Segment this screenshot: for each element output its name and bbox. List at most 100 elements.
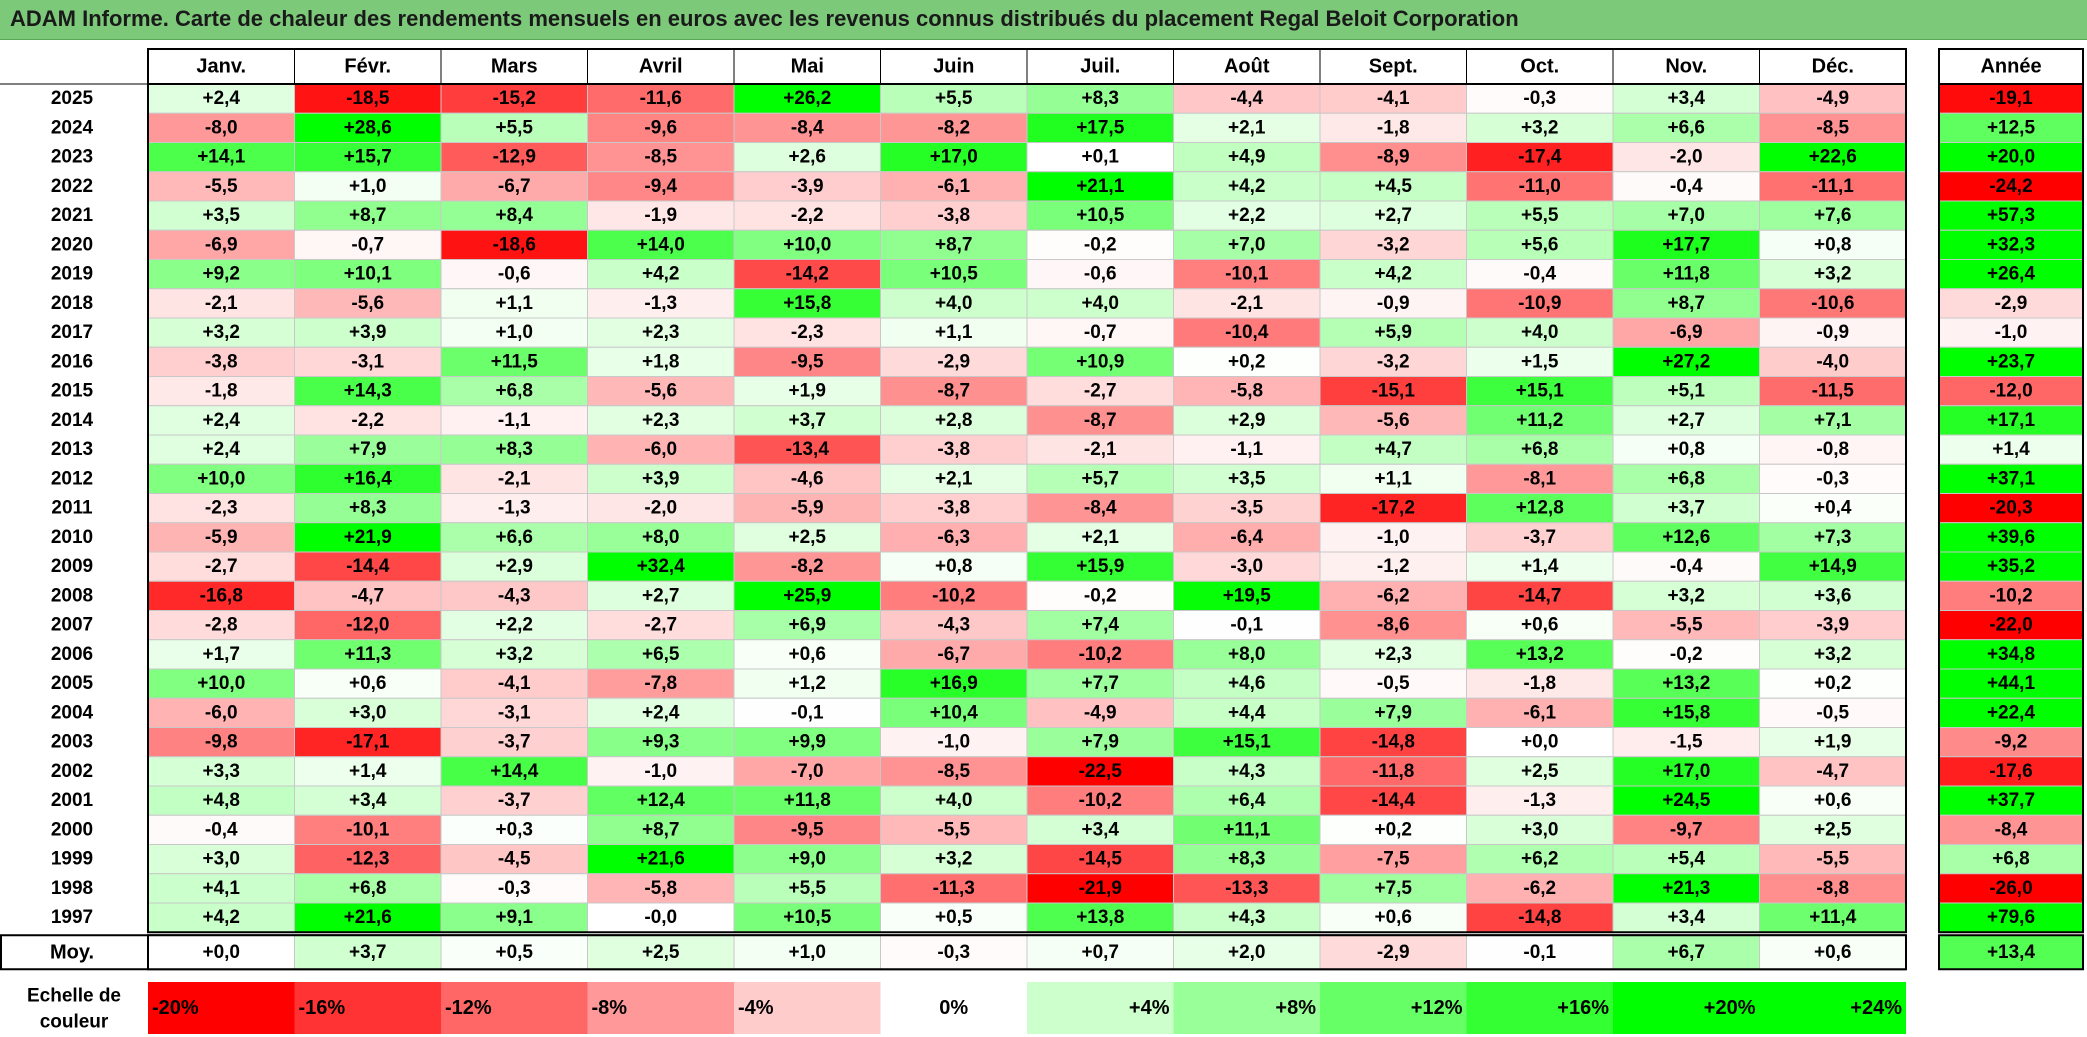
cell-value: -6,2	[1523, 878, 1556, 899]
cell-value: +8,7	[349, 205, 387, 226]
cell-value: +8,3	[495, 439, 533, 460]
heatmap-cell	[1466, 610, 1614, 641]
cell-value: -8,5	[937, 761, 970, 782]
average-value: +6,7	[1667, 942, 1705, 963]
heatmap-cell	[733, 493, 881, 524]
annual-value: +57,3	[1987, 205, 2035, 226]
cell-value: +0,0	[1521, 732, 1559, 753]
heatmap-cell	[147, 229, 295, 260]
cell-value: -0,2	[1670, 644, 1703, 665]
heatmap-cell	[1173, 580, 1321, 611]
heatmap-cell	[1612, 844, 1760, 875]
annual-cell	[1938, 229, 2084, 260]
heatmap-cell	[733, 902, 881, 933]
heatmap-cell	[1173, 346, 1321, 377]
cell-value: +6,8	[349, 878, 387, 899]
cell-value: -1,8	[205, 381, 238, 402]
month-header: Sept.	[1369, 56, 1418, 78]
heatmap-cell	[1319, 200, 1467, 231]
cell-value: +2,2	[1228, 205, 1266, 226]
cell-value: +7,0	[1667, 205, 1705, 226]
heatmap-cell	[1319, 785, 1467, 816]
cell-value: +0,8	[1814, 234, 1852, 255]
cell-value: +2,4	[642, 702, 680, 723]
heatmap-cell	[880, 434, 1028, 465]
heatmap-cell	[733, 873, 881, 904]
cell-value: +8,0	[1228, 644, 1266, 665]
scale-value: +24%	[1850, 997, 1902, 1019]
average-value: +3,7	[349, 942, 387, 963]
heatmap-cell	[147, 112, 295, 143]
annual-value: -10,2	[1989, 585, 2032, 606]
cell-value: +3,7	[1667, 498, 1705, 519]
heatmap-cell	[880, 727, 1028, 758]
cell-value: +2,2	[495, 615, 533, 636]
cell-value: -16,8	[200, 585, 243, 606]
cell-value: -11,0	[1519, 176, 1561, 197]
heatmap-cell	[1612, 902, 1760, 933]
cell-value: +10,1	[344, 264, 393, 285]
cell-value: +5,9	[1374, 322, 1412, 343]
average-value: +0,0	[202, 942, 240, 963]
heatmap-cell	[587, 171, 735, 202]
heatmap-cell	[587, 814, 735, 845]
heatmap-cell	[1612, 376, 1760, 407]
annual-value: -22,0	[1989, 615, 2032, 636]
heatmap-cell	[1612, 522, 1760, 553]
heatmap-cell	[294, 727, 442, 758]
annual-value: +23,7	[1987, 351, 2035, 372]
average-cell	[1173, 934, 1321, 970]
heatmap-cell	[147, 200, 295, 231]
cell-value: +7,6	[1814, 205, 1852, 226]
cell-value: +3,2	[1667, 585, 1705, 606]
cell-value: +2,5	[788, 527, 826, 548]
cell-value: -1,1	[1230, 439, 1263, 460]
cell-value: +4,3	[1228, 907, 1266, 928]
cell-value: -5,8	[1230, 381, 1263, 402]
heatmap-cell	[1319, 580, 1467, 611]
annual-value: +79,6	[1987, 907, 2035, 928]
month-header: Févr.	[344, 56, 391, 78]
cell-value: -3,8	[937, 439, 970, 460]
cell-value: +3,4	[1081, 819, 1119, 840]
cell-value: -0,4	[205, 819, 238, 840]
cell-value: +1,9	[788, 381, 826, 402]
cell-value: +12,8	[1516, 498, 1564, 519]
heatmap-cell	[440, 580, 588, 611]
cell-value: +5,1	[1667, 381, 1705, 402]
heatmap-cell	[1466, 902, 1614, 933]
cell-value: -17,1	[346, 732, 390, 753]
month-header: Janv.	[196, 56, 246, 78]
cell-value: +2,3	[1374, 644, 1412, 665]
average-cell	[294, 934, 442, 970]
cell-value: -2,7	[205, 556, 238, 577]
cell-value: +4,9	[1228, 147, 1266, 168]
scale-swatch	[1173, 982, 1320, 1034]
heatmap-cell	[587, 83, 735, 114]
year-label: 2013	[51, 439, 93, 460]
cell-value: -6,2	[1377, 585, 1410, 606]
cell-value: -12,3	[346, 849, 389, 870]
heatmap-cell	[1759, 668, 1907, 699]
heatmap-cell	[1173, 288, 1321, 319]
heatmap-cell	[1612, 610, 1760, 641]
cell-value: +0,8	[935, 556, 973, 577]
month-header: Avril	[639, 56, 683, 78]
heatmap-cell	[1173, 727, 1321, 758]
annual-value: -1,0	[1995, 322, 2028, 343]
cell-value: +2,4	[202, 439, 240, 460]
scale-swatch	[1759, 982, 1906, 1034]
cell-value: +1,9	[1814, 732, 1852, 753]
cell-value: -14,8	[1518, 907, 1561, 928]
cell-value: -9,5	[791, 351, 824, 372]
cell-value: +13,2	[1516, 644, 1564, 665]
cell-value: -4,3	[937, 615, 970, 636]
heatmap-cell	[1026, 639, 1174, 670]
heatmap-cell	[733, 288, 881, 319]
cell-value: +4,5	[1374, 176, 1412, 197]
annual-cell	[1938, 727, 2084, 758]
heatmap-cell	[1026, 493, 1174, 524]
heatmap-cell	[1466, 142, 1614, 173]
heatmap-cell	[1759, 873, 1907, 904]
cell-value: +8,0	[642, 527, 680, 548]
